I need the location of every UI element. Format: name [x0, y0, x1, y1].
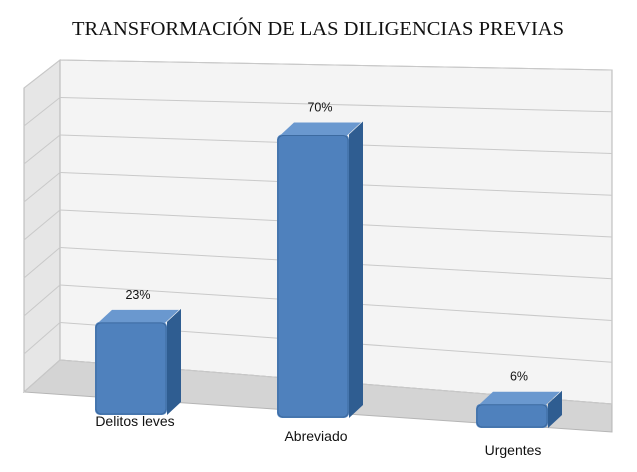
bar-side-face — [548, 390, 562, 428]
gridline — [59, 59, 613, 71]
category-label: Delitos leves — [95, 413, 174, 429]
bar-abreviado — [277, 121, 363, 418]
data-labels: 23% 70% 6% — [125, 101, 528, 384]
bar-delitos-leves — [95, 308, 181, 415]
side-gridline — [23, 247, 61, 279]
side-gridline — [23, 59, 61, 89]
side-gridline — [23, 322, 61, 355]
side-gridline — [23, 172, 61, 203]
category-labels: Delitos leves Abreviado Urgentes — [95, 413, 541, 458]
gridline — [59, 97, 613, 113]
bar-side-face — [349, 121, 363, 418]
bar-urgentes — [476, 390, 562, 428]
side-gridline — [23, 97, 61, 127]
chart-side-wall — [23, 58, 61, 394]
bar-top-face — [280, 122, 361, 136]
side-gridline — [23, 359, 61, 393]
bar-side-face — [167, 308, 181, 415]
bar-top-face — [479, 391, 560, 405]
bars — [95, 121, 562, 428]
data-label: 70% — [307, 101, 332, 115]
bar-front-face — [95, 321, 167, 415]
bar-front-face — [476, 403, 548, 428]
chart-title: TRANSFORMACIÓN DE LAS DILIGENCIAS PREVIA… — [72, 16, 564, 40]
data-label: 6% — [510, 370, 528, 384]
side-gridline — [23, 284, 61, 317]
bar-top-face — [98, 309, 179, 323]
side-gridline — [23, 209, 61, 241]
side-gridline — [23, 134, 61, 165]
data-label: 23% — [125, 288, 150, 302]
category-label: Abreviado — [284, 428, 347, 444]
category-label: Urgentes — [485, 442, 542, 458]
bar-front-face — [277, 134, 349, 418]
